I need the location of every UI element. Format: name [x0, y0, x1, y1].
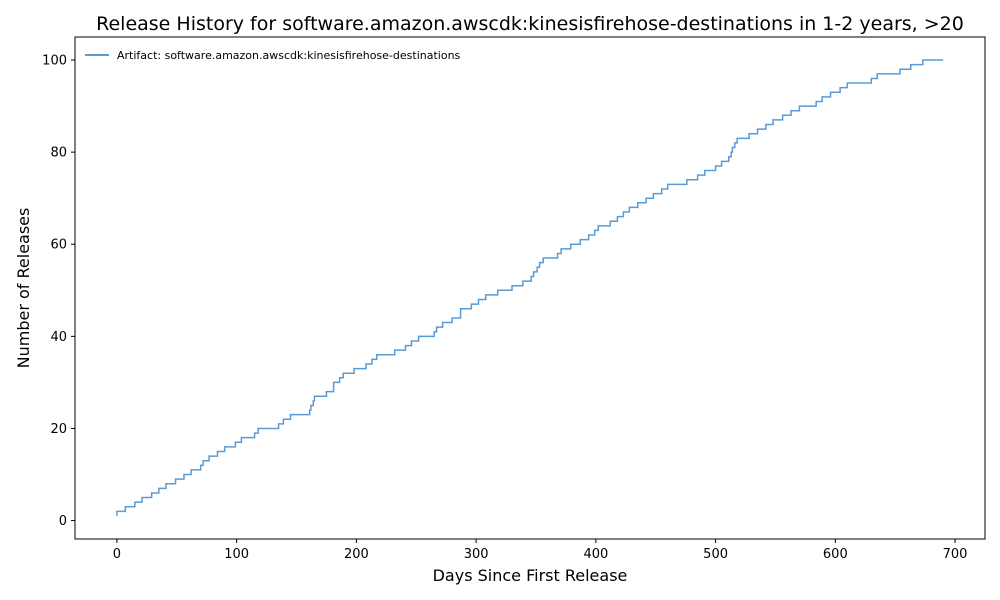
x-axis-label: Days Since First Release [433, 566, 628, 585]
x-tick-label: 300 [464, 547, 489, 562]
x-tick-label: 500 [703, 547, 728, 562]
y-axis-ticks: 0 20 40 60 80 100 [42, 54, 75, 529]
x-tick-label: 400 [583, 547, 608, 562]
y-tick-label: 100 [42, 54, 67, 69]
series-line [116, 59, 944, 516]
chart-title: Release History for software.amazon.awsc… [96, 13, 964, 35]
plot-frame [74, 36, 986, 540]
y-tick-label: 80 [50, 146, 67, 161]
x-tick-label: 100 [224, 547, 249, 562]
y-tick-label: 40 [50, 330, 67, 345]
legend: Artifact: software.amazon.awscdk:kinesis… [85, 49, 461, 62]
x-tick-label: 600 [823, 547, 848, 562]
x-tick-label: 0 [113, 547, 121, 562]
x-tick-label: 200 [344, 547, 369, 562]
y-tick-label: 60 [50, 238, 67, 253]
legend-label: Artifact: software.amazon.awscdk:kinesis… [117, 49, 461, 62]
plot-area: 0 100 200 300 400 500 600 700 0 20 40 60 80 100 [42, 36, 986, 562]
y-tick-label: 20 [50, 422, 67, 437]
series-layer [116, 59, 944, 516]
x-axis-ticks: 0 100 200 300 400 500 600 700 [113, 539, 968, 562]
y-axis-label: Number of Releases [14, 208, 33, 369]
y-tick-label: 0 [59, 514, 67, 529]
x-tick-label: 700 [943, 547, 968, 562]
